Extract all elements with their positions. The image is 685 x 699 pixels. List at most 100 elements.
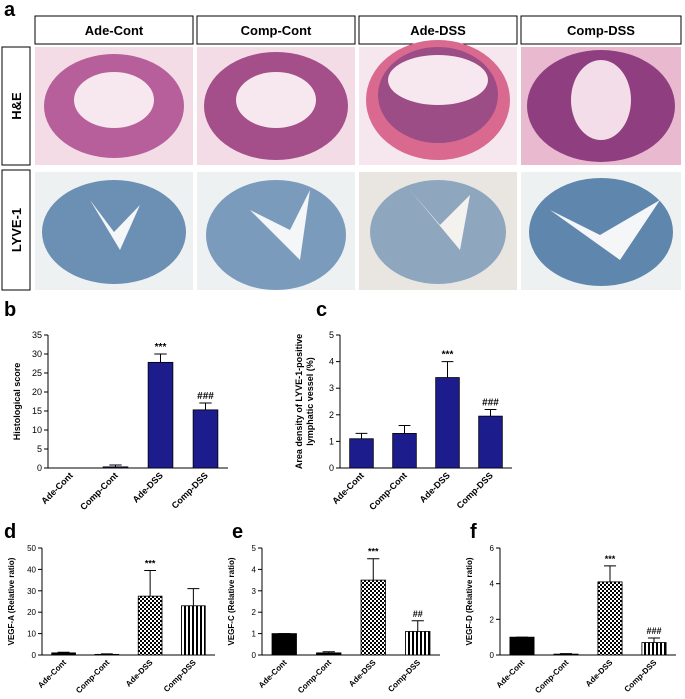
column-header: Ade-DSS [410, 23, 466, 38]
y-tick-label: 2 [252, 608, 257, 617]
bar [95, 654, 119, 655]
y-axis-label: VEGF-C (Relative ratio) [227, 557, 236, 645]
y-tick-label: 10 [27, 630, 36, 639]
column-header: Comp-Cont [241, 23, 312, 38]
significance-label: *** [368, 547, 379, 557]
x-tick-label: Ade-DSS [131, 470, 165, 504]
x-tick-label: Ade-Cont [36, 658, 68, 690]
y-tick-label: 25 [32, 368, 42, 378]
x-tick-label: Ade-DSS [418, 470, 452, 504]
x-tick-label: Comp-Cont [74, 658, 111, 694]
error-bar [356, 433, 368, 438]
y-tick-label: 2 [490, 615, 495, 624]
bar [479, 416, 503, 468]
error-bar [187, 589, 199, 606]
x-tick-label: Ade-DSS [124, 658, 155, 689]
y-tick-label: 15 [32, 406, 42, 416]
y-tick-label: 4 [252, 565, 257, 574]
y-tick-label: 20 [27, 608, 36, 617]
significance-label: *** [145, 558, 156, 568]
micrographs [35, 40, 681, 290]
x-tick-label: Ade-Cont [39, 470, 75, 506]
x-tick-label: Comp-DSS [455, 470, 495, 510]
bar [317, 653, 341, 655]
panel-label: d [4, 521, 16, 543]
y-tick-label: 0 [490, 651, 495, 660]
y-tick-label: 5 [329, 330, 334, 340]
significance-label: ## [413, 609, 423, 619]
row-label: H&E [9, 92, 24, 120]
y-tick-label: 30 [32, 349, 42, 359]
y-tick-label: 3 [329, 383, 334, 393]
bar [436, 378, 460, 468]
bar [148, 362, 173, 468]
error-bar [604, 566, 616, 582]
error-bar [199, 403, 211, 410]
error-bar [560, 654, 572, 655]
x-tick-label: Comp-Cont [367, 470, 409, 512]
error-bar [367, 559, 379, 580]
x-tick-label: Ade-Cont [495, 658, 527, 690]
y-tick-label: 1 [329, 436, 334, 446]
error-bar [154, 354, 166, 362]
y-tick-label: 50 [27, 544, 36, 553]
bar [138, 596, 162, 655]
error-bar [399, 425, 411, 433]
y-tick-label: 10 [32, 425, 42, 435]
x-tick-label: Comp-Cont [533, 658, 570, 694]
column-header: Comp-DSS [567, 23, 635, 38]
x-tick-label: Comp-DSS [386, 658, 422, 694]
bar [510, 637, 534, 655]
y-tick-label: 4 [329, 357, 334, 367]
bar [52, 653, 76, 655]
bar [272, 634, 296, 655]
y-tick-label: 20 [32, 387, 42, 397]
y-tick-label: 0 [32, 651, 37, 660]
y-axis-label: lymphatic vessel (%) [305, 357, 315, 446]
significance-label: ### [197, 391, 214, 402]
error-bar [442, 362, 454, 378]
y-axis-label: Area density of LYVE-1-positive [294, 334, 304, 469]
y-tick-label: 6 [490, 544, 495, 553]
panel-label: e [232, 521, 243, 543]
y-tick-label: 0 [37, 463, 42, 473]
y-tick-label: 3 [252, 587, 257, 596]
y-tick-label: 4 [490, 580, 495, 589]
significance-label: *** [605, 554, 616, 564]
error-bar [485, 409, 497, 416]
significance-label: ### [646, 626, 661, 636]
y-axis-label: VEGF-A (Relative ratio) [7, 557, 16, 645]
panel-label: c [316, 299, 327, 321]
bar [642, 643, 666, 655]
bar [361, 580, 385, 655]
panel-label: b [4, 299, 16, 321]
y-tick-label: 5 [252, 544, 257, 553]
x-tick-label: Comp-Cont [296, 658, 333, 694]
bar [193, 410, 218, 468]
x-tick-label: Comp-DSS [170, 470, 210, 510]
y-tick-label: 35 [32, 330, 42, 340]
panel-label: f [470, 521, 477, 543]
bar [103, 467, 128, 468]
y-tick-label: 40 [27, 565, 36, 574]
panel-label: a [4, 0, 16, 21]
column-header: Ade-Cont [85, 23, 144, 38]
x-tick-label: Comp-Cont [78, 470, 120, 512]
bar [598, 582, 622, 655]
y-tick-label: 30 [27, 587, 36, 596]
x-tick-label: Ade-DSS [584, 658, 615, 689]
significance-label: *** [442, 350, 454, 361]
error-bar [412, 621, 424, 632]
significance-label: *** [155, 342, 167, 353]
x-tick-label: Ade-Cont [330, 470, 366, 506]
error-bar [144, 570, 156, 596]
y-tick-label: 1 [252, 630, 257, 639]
y-tick-label: 0 [329, 463, 334, 473]
bar [350, 439, 374, 468]
y-axis-label: VEGF-D (Relative ratio) [465, 557, 474, 645]
x-tick-label: Comp-DSS [162, 658, 198, 694]
y-tick-label: 0 [252, 651, 257, 660]
bar [393, 433, 417, 468]
y-tick-label: 5 [37, 444, 42, 454]
x-tick-label: Ade-DSS [347, 658, 378, 689]
